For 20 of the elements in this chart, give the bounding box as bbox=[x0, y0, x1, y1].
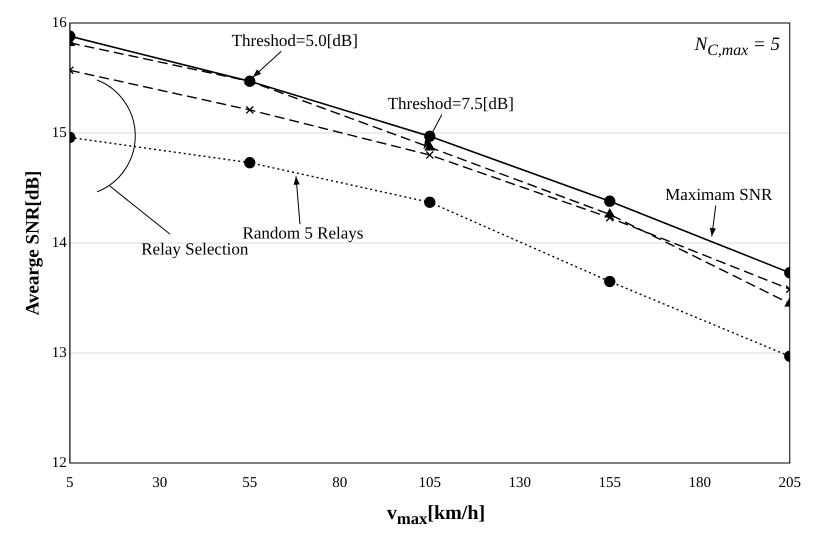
series-label: Threshod=7.5[dB] bbox=[388, 94, 514, 114]
x-tick-label: 155 bbox=[598, 474, 622, 491]
x-tick-label: 205 bbox=[778, 474, 801, 491]
y-tick-label: 16 bbox=[52, 14, 68, 31]
x-axis-title: v$_{max}$[km/h] bbox=[386, 502, 486, 529]
x-tick-label: 55 bbox=[242, 474, 258, 491]
series-label: Threshod=5.0[dB] bbox=[232, 30, 358, 50]
series-label: Maximam SNR bbox=[665, 184, 774, 204]
x-tick-label: 5 bbox=[66, 474, 74, 491]
y-tick-label: 12 bbox=[52, 454, 67, 471]
y-tick-label: 14 bbox=[52, 234, 68, 251]
x-tick-label: 30 bbox=[152, 474, 168, 491]
y-tick-label: 15 bbox=[52, 124, 67, 141]
x-tick-label: 80 bbox=[332, 474, 348, 491]
x-tick-label: 180 bbox=[688, 474, 712, 491]
y-axis-title: Avearge SNR[dB] bbox=[22, 170, 44, 316]
x-tick-label: 105 bbox=[418, 474, 442, 491]
x-tick-label: 130 bbox=[508, 474, 532, 491]
y-tick-label: 13 bbox=[52, 344, 67, 361]
annotation: N$_{C,max}$ = 5 bbox=[694, 34, 780, 60]
